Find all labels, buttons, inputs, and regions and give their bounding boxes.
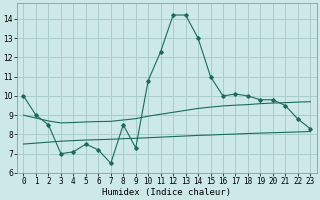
X-axis label: Humidex (Indice chaleur): Humidex (Indice chaleur): [102, 188, 231, 197]
